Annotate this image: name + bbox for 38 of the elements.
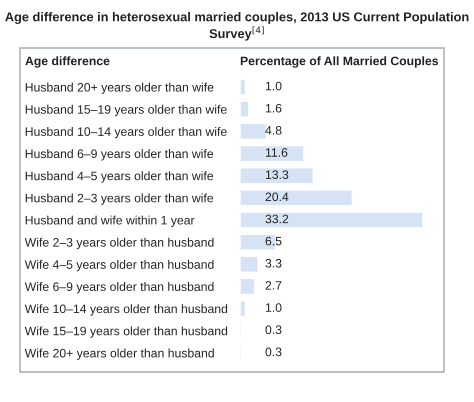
data-label: 2.7 <box>266 281 282 290</box>
data-label: 20.4 <box>266 192 288 202</box>
y-tick-label: Wife 20+ years older than husband <box>24 348 214 360</box>
data-label: 33.2 <box>265 214 288 224</box>
chart-title: Age difference in heterosexual married couples, 2013 US Current Population Survey$^{[4]}$ <box>5 12 468 41</box>
data-label: 13.3 <box>266 170 288 179</box>
bar <box>240 100 250 118</box>
bar <box>240 300 246 318</box>
bar <box>240 211 424 229</box>
data-label: 0.3 <box>265 325 282 334</box>
y-tick-label: Husband and wife within 1 year <box>26 216 194 227</box>
data-label: 1.0 <box>266 303 282 312</box>
bar <box>240 278 256 296</box>
y-tick-label: Wife 2–3 years older than husband <box>24 238 214 250</box>
data-label: 0.3 <box>265 348 282 356</box>
y-axis-title: Age difference <box>25 56 110 68</box>
data-label: 1.6 <box>266 104 282 113</box>
y-tick-label: Husband 4–5 years older than wife <box>26 171 214 183</box>
y-tick-label: Husband 15–19 years older than wife <box>26 104 227 116</box>
x-axis-title: Percentage of All Married Couples <box>240 56 438 68</box>
data-label: 6.5 <box>266 236 282 246</box>
y-tick-label: Husband 20+ years older than wife <box>26 82 214 94</box>
y-tick-label: Husband 10–14 years older than wife <box>26 126 227 138</box>
y-tick-label: Husband 2–3 years older than wife <box>26 193 214 205</box>
bar <box>240 78 246 96</box>
bar <box>240 256 259 273</box>
bar <box>240 144 305 162</box>
y-tick-label: Wife 4–5 years older than husband <box>24 260 214 272</box>
y-tick-label: Wife 6–9 years older than husband <box>24 282 214 294</box>
data-label: 1.0 <box>266 82 282 90</box>
y-tick-label: Wife 15–19 years older than husband <box>24 326 228 338</box>
bar <box>240 189 354 207</box>
data-label: 3.3 <box>265 258 282 268</box>
y-tick-label: Husband 6–9 years older than wife <box>26 149 214 161</box>
data-label: 11.6 <box>266 148 288 157</box>
bar <box>240 167 314 184</box>
data-label: 4.8 <box>265 126 282 135</box>
y-tick-label: Wife 10–14 years older than husband <box>24 304 228 316</box>
